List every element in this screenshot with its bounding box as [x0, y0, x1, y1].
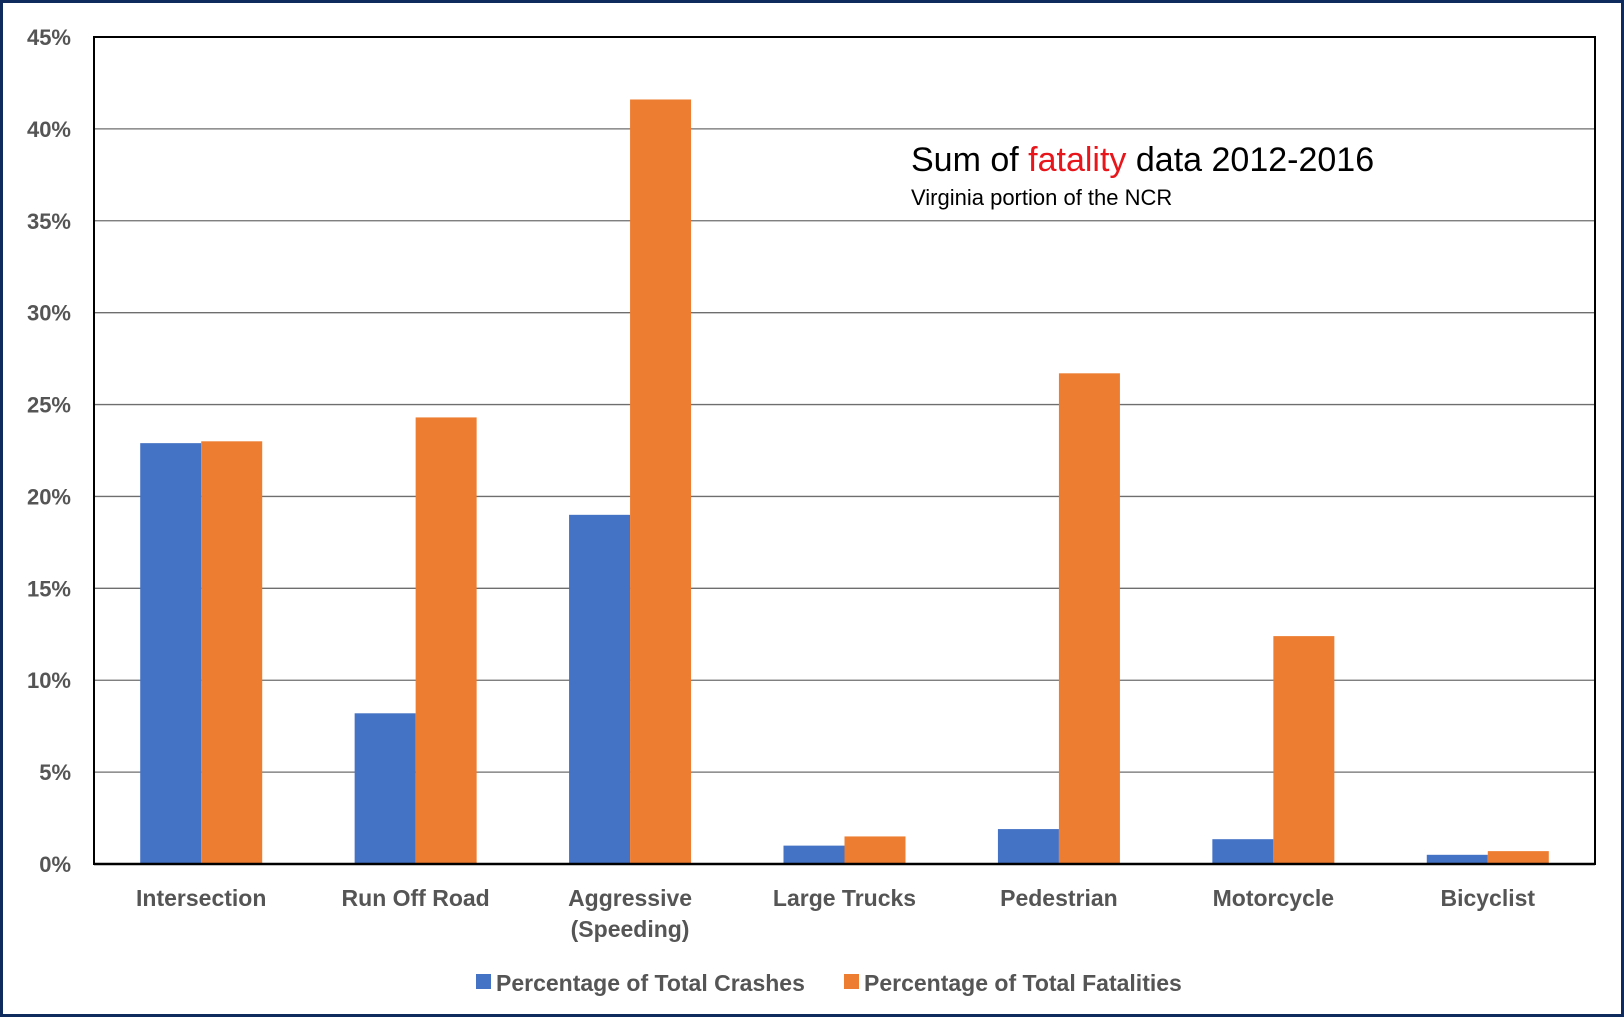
x-category-label: (Speeding) — [571, 916, 690, 942]
y-tick-label: 30% — [27, 301, 71, 326]
bar-crashes — [783, 845, 845, 864]
chart-title-part: data 2012-2016 — [1126, 141, 1374, 179]
x-category-label: Intersection — [136, 885, 266, 911]
x-category-label: Large Trucks — [773, 885, 916, 911]
x-category-label: Pedestrian — [1000, 885, 1118, 911]
chart-title: Sum of fatality data 2012-2016 — [911, 141, 1374, 179]
bar-crashes — [1212, 839, 1274, 864]
bars — [140, 99, 1549, 865]
bar-fatalities — [415, 417, 477, 864]
bar-crashes — [354, 713, 416, 864]
y-tick-label: 45% — [27, 25, 71, 50]
chart-subtitle: Virginia portion of the NCR — [911, 185, 1172, 210]
x-category-label: Run Off Road — [342, 885, 490, 911]
bar-crashes — [140, 443, 202, 864]
axes — [93, 36, 1596, 866]
bar-fatalities — [1487, 851, 1549, 864]
y-tick-label: 25% — [27, 393, 71, 418]
x-category-label: Aggressive — [568, 885, 692, 911]
chart-title-block: Sum of fatality data 2012-2016 Virginia p… — [911, 141, 1374, 210]
legend-label-fatalities: Percentage of Total Fatalities — [864, 970, 1182, 996]
legend: Percentage of Total Crashes Percentage of… — [476, 970, 1182, 996]
x-category-label: Bicyclist — [1440, 885, 1535, 911]
y-tick-label: 40% — [27, 117, 71, 142]
bar-crashes — [569, 514, 631, 864]
bar-fatalities — [844, 836, 906, 864]
y-tick-label: 5% — [39, 760, 71, 785]
bar-fatalities — [1058, 373, 1120, 864]
axis-labels: 0% 5% 10% 15% 20% 25% 30% 35% 40% 45% Intersection… — [27, 25, 1535, 942]
bar-crashes — [997, 829, 1059, 864]
chart-title-highlight: fatality — [1028, 141, 1126, 179]
bar-fatalities — [201, 441, 263, 864]
y-tick-label: 20% — [27, 484, 71, 509]
legend-swatch-fatalities — [844, 974, 859, 989]
bar-crashes — [1426, 854, 1488, 864]
chart-title-part: Sum of — [911, 141, 1028, 179]
y-tick-label: 15% — [27, 576, 71, 601]
x-category-label: Motorcycle — [1213, 885, 1334, 911]
bar-chart: 0% 5% 10% 15% 20% 25% 30% 35% 40% 45% Intersection… — [27, 25, 1596, 996]
legend-swatch-crashes — [476, 974, 491, 989]
legend-label-crashes: Percentage of Total Crashes — [496, 970, 805, 996]
y-tick-label: 10% — [27, 668, 71, 693]
bar-fatalities — [1273, 636, 1335, 864]
y-tick-label: 0% — [39, 852, 71, 877]
bar-fatalities — [630, 99, 692, 865]
y-tick-label: 35% — [27, 209, 71, 234]
